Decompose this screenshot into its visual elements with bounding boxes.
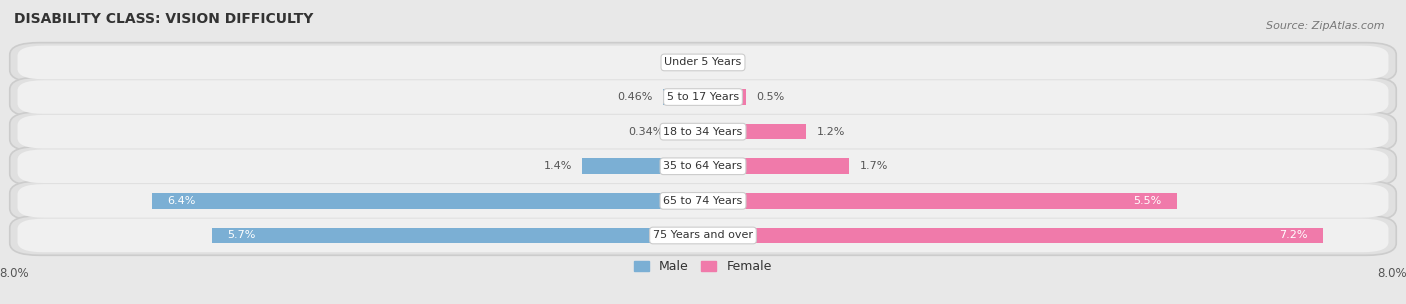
FancyBboxPatch shape <box>17 46 1389 79</box>
FancyBboxPatch shape <box>10 77 1396 117</box>
Text: 0.5%: 0.5% <box>756 92 785 102</box>
FancyBboxPatch shape <box>17 219 1389 252</box>
Bar <box>673 124 703 140</box>
Text: 0.34%: 0.34% <box>628 127 664 137</box>
Text: 75 Years and over: 75 Years and over <box>652 230 754 240</box>
Text: 0.0%: 0.0% <box>713 57 741 67</box>
FancyBboxPatch shape <box>10 147 1396 186</box>
FancyBboxPatch shape <box>17 80 1389 114</box>
Legend: Male, Female: Male, Female <box>634 260 772 273</box>
FancyBboxPatch shape <box>10 112 1396 151</box>
Text: DISABILITY CLASS: VISION DIFFICULTY: DISABILITY CLASS: VISION DIFFICULTY <box>14 12 314 26</box>
Bar <box>703 228 1323 243</box>
FancyBboxPatch shape <box>17 184 1389 218</box>
FancyBboxPatch shape <box>10 181 1396 221</box>
Text: Under 5 Years: Under 5 Years <box>665 57 741 67</box>
Bar <box>152 193 703 209</box>
Bar <box>703 124 807 140</box>
Text: 1.4%: 1.4% <box>544 161 572 171</box>
Text: Source: ZipAtlas.com: Source: ZipAtlas.com <box>1267 21 1385 31</box>
Text: 18 to 34 Years: 18 to 34 Years <box>664 127 742 137</box>
Text: 1.7%: 1.7% <box>859 161 889 171</box>
Bar <box>582 158 703 174</box>
Text: 0.46%: 0.46% <box>617 92 652 102</box>
Text: 5.5%: 5.5% <box>1133 196 1161 206</box>
Text: 0.0%: 0.0% <box>665 57 693 67</box>
Text: 6.4%: 6.4% <box>167 196 195 206</box>
Bar <box>703 158 849 174</box>
Text: 5 to 17 Years: 5 to 17 Years <box>666 92 740 102</box>
Bar <box>703 89 747 105</box>
Text: 65 to 74 Years: 65 to 74 Years <box>664 196 742 206</box>
FancyBboxPatch shape <box>10 43 1396 82</box>
Bar <box>664 89 703 105</box>
Text: 5.7%: 5.7% <box>228 230 256 240</box>
FancyBboxPatch shape <box>17 150 1389 183</box>
Text: 35 to 64 Years: 35 to 64 Years <box>664 161 742 171</box>
FancyBboxPatch shape <box>10 216 1396 255</box>
Text: 7.2%: 7.2% <box>1279 230 1308 240</box>
FancyBboxPatch shape <box>17 115 1389 148</box>
Text: 1.2%: 1.2% <box>817 127 845 137</box>
Bar <box>212 228 703 243</box>
Bar <box>703 193 1177 209</box>
